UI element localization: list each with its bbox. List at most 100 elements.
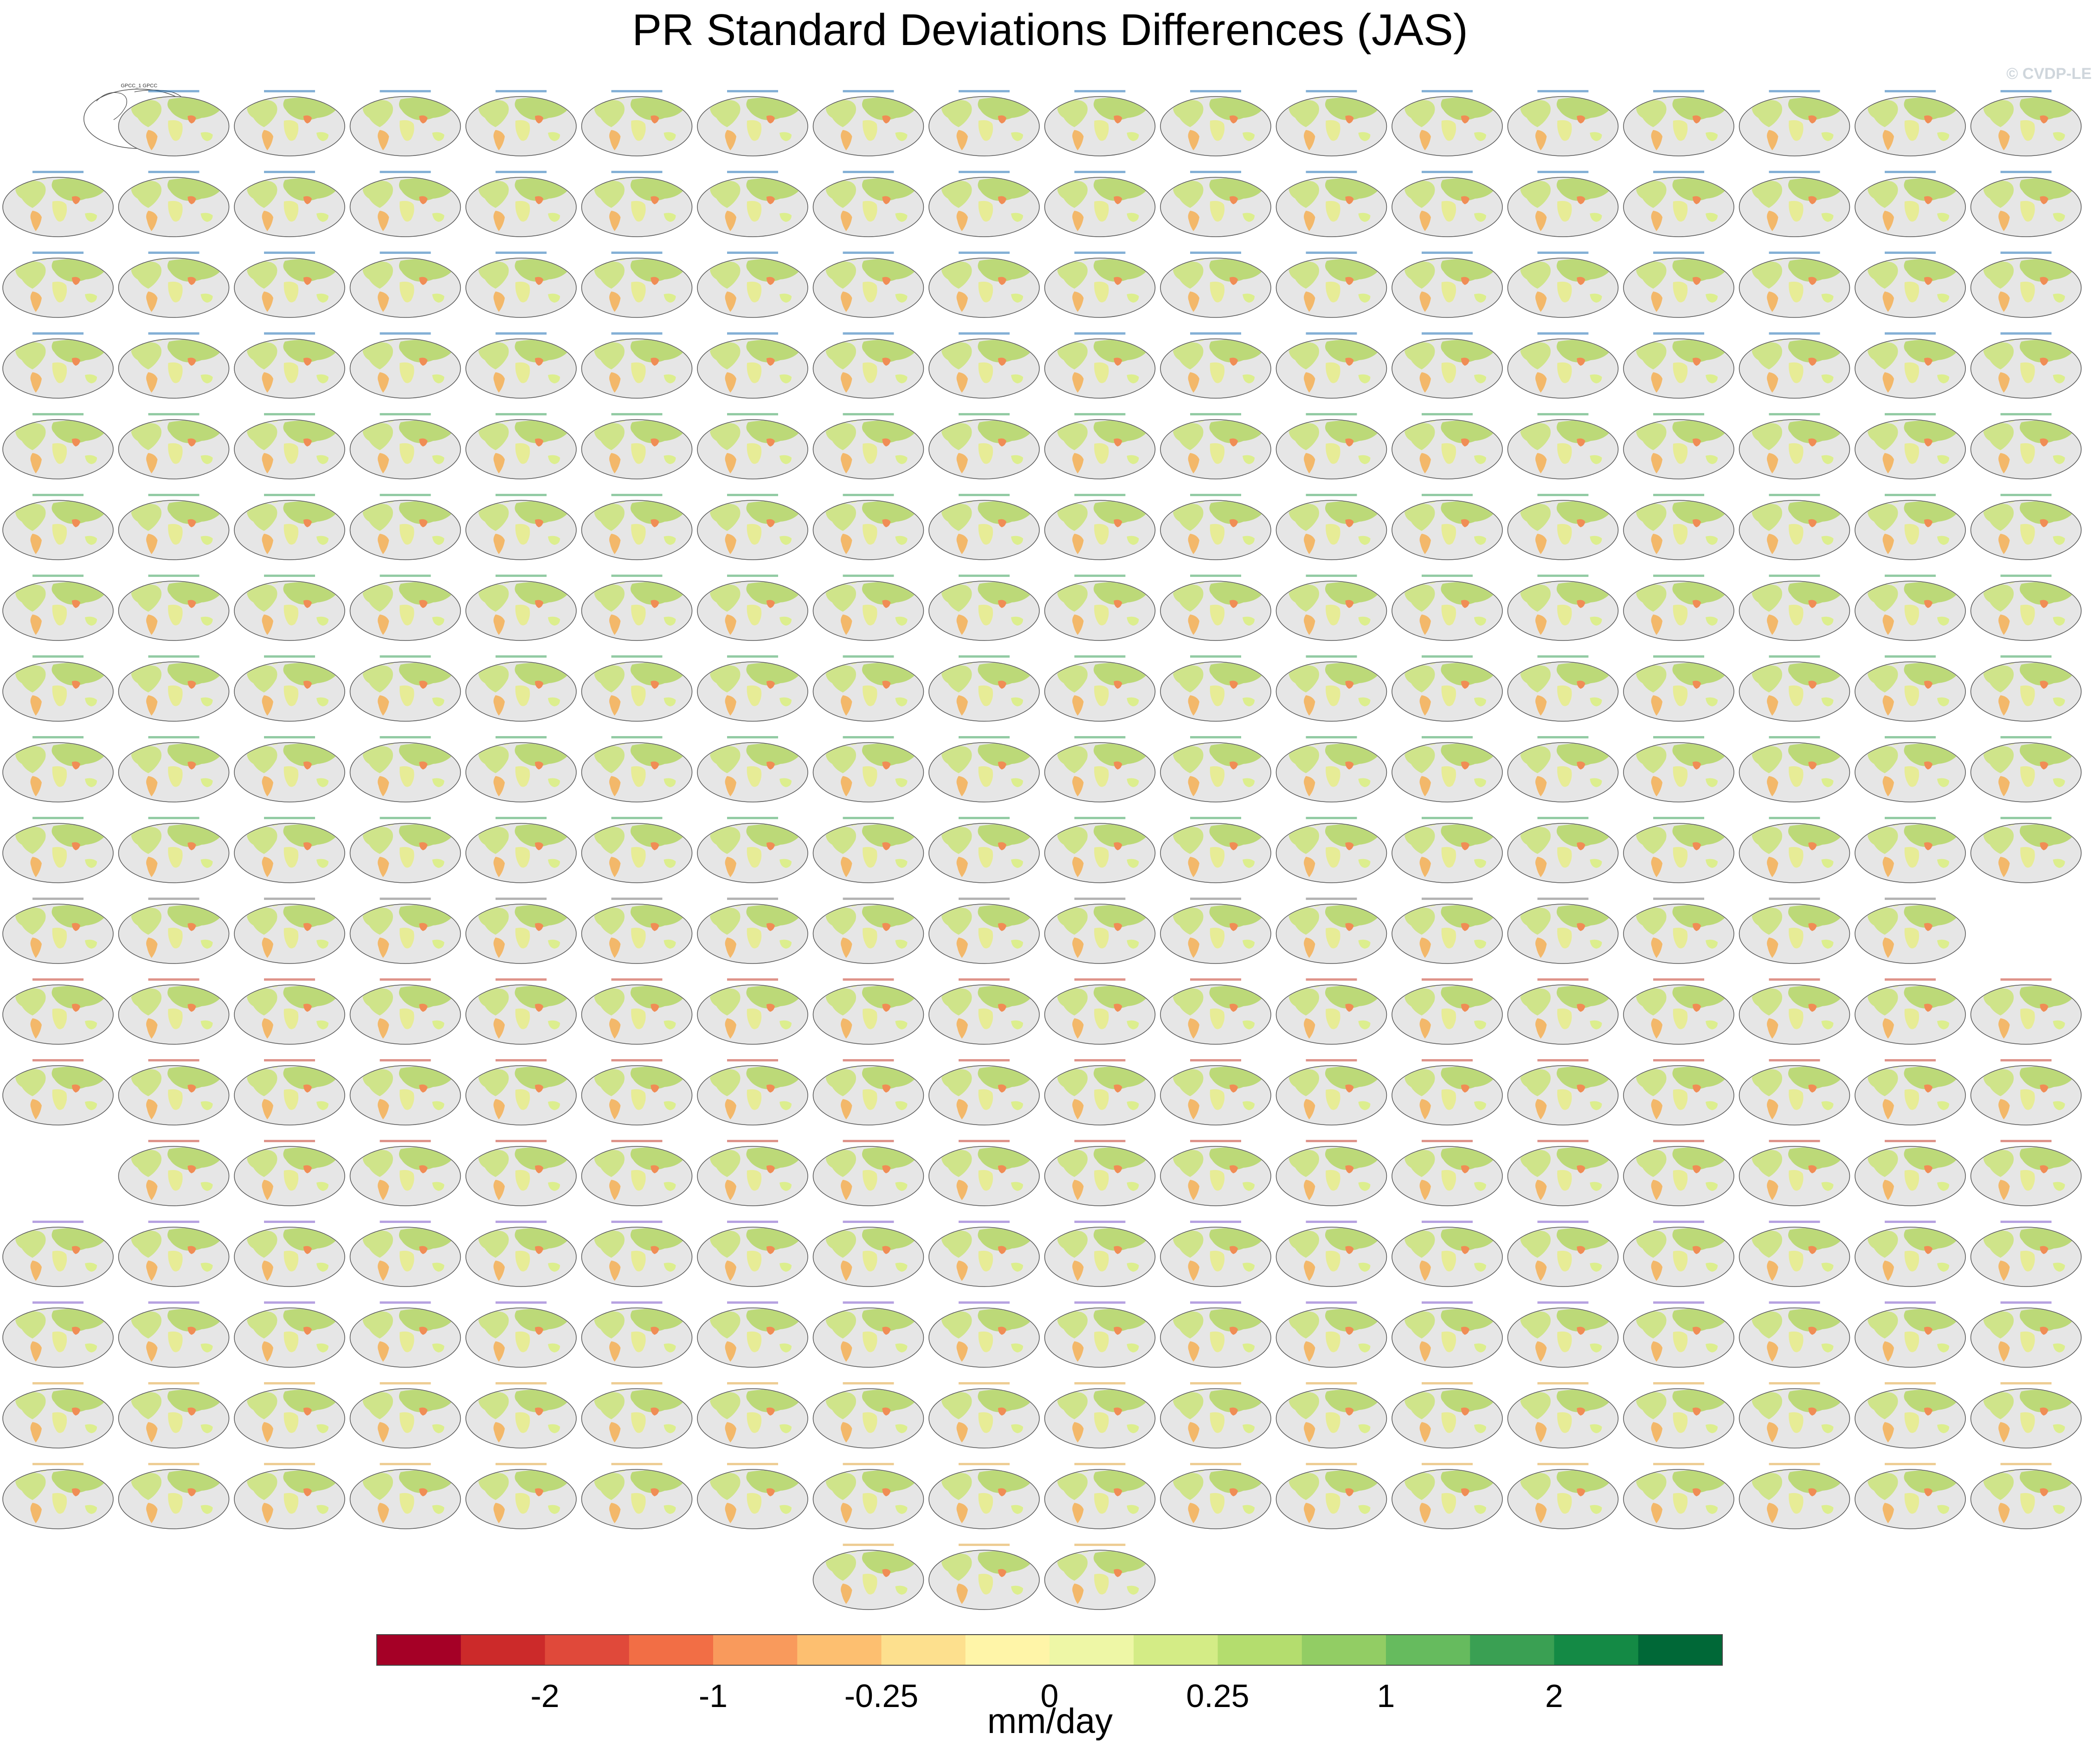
map-panel: [349, 1463, 461, 1529]
colorbar-swatch: [1050, 1635, 1134, 1665]
colorbar-swatch: [1301, 1635, 1386, 1665]
map-panel: [1623, 90, 1734, 156]
map-panel: [465, 978, 577, 1045]
panel-title-placeholder: [148, 1059, 200, 1061]
panel-title-placeholder: [959, 1140, 1010, 1142]
map-panel: [118, 978, 230, 1045]
panel-title-placeholder: [843, 1221, 894, 1223]
panel-title-placeholder: [380, 413, 431, 415]
panel-title-placeholder: [1074, 413, 1126, 415]
panel-title-placeholder: [1769, 252, 1820, 254]
panel-title-placeholder: [1074, 252, 1126, 254]
map-panel: [465, 332, 577, 399]
map-panel: [349, 494, 461, 560]
map-panel: [1970, 1140, 2082, 1206]
panel-title-placeholder: [843, 655, 894, 658]
map-panel: [1970, 171, 2082, 237]
map-panel: [465, 575, 577, 641]
map-panel: [349, 655, 461, 722]
map-panel: [1160, 413, 1271, 479]
panel-title-placeholder: [843, 90, 894, 92]
map-panel: [1507, 1221, 1619, 1287]
map-panel: [1507, 494, 1619, 560]
map-panel: [928, 1463, 1040, 1529]
panel-title-placeholder: [611, 1382, 663, 1384]
panel-title-placeholder: [727, 494, 778, 496]
map-panel: [2, 655, 114, 722]
panel-title-placeholder: [611, 655, 663, 658]
panel-title-placeholder: [727, 332, 778, 335]
panel-title-placeholder: [148, 1301, 200, 1304]
panel-title-placeholder: [264, 978, 315, 981]
panel-title-placeholder: [1074, 90, 1126, 92]
map-panel: [1044, 1382, 1156, 1449]
panel-title-placeholder: [380, 655, 431, 658]
map-panel: [1623, 898, 1734, 964]
map-panel: [1507, 655, 1619, 722]
map-panel: [1855, 1221, 1966, 1287]
panel-title-placeholder: [1422, 413, 1473, 415]
map-panel: [1044, 1221, 1156, 1287]
panel-title-placeholder: [264, 171, 315, 173]
panel-title-placeholder: [1769, 494, 1820, 496]
map-panel: [581, 1382, 693, 1449]
panel-title-placeholder: [2000, 1301, 2052, 1304]
panel-title-placeholder: [1190, 817, 1241, 819]
panel-title-placeholder: [496, 494, 547, 496]
panel-title-placeholder: [727, 1140, 778, 1142]
map-panel: [1275, 90, 1387, 156]
map-panel: [581, 898, 693, 964]
panel-title-placeholder: [496, 1221, 547, 1223]
map-panel: [1739, 736, 1850, 802]
map-panel: [1275, 171, 1387, 237]
map-panel: [1391, 171, 1503, 237]
map-panel: [581, 90, 693, 156]
map-panel: [1970, 494, 2082, 560]
panel-title-placeholder: [1537, 978, 1589, 981]
panel-title-placeholder: [611, 1059, 663, 1061]
map-panel: [1160, 252, 1271, 318]
map-panel: [1739, 1221, 1850, 1287]
panel-title-placeholder: [1422, 1382, 1473, 1384]
panel-title-placeholder: [1537, 575, 1589, 577]
colorbar-swatch: [1554, 1635, 1639, 1665]
map-panel: [928, 90, 1040, 156]
panel-title-placeholder: [1190, 1301, 1241, 1304]
map-panel: [697, 1301, 808, 1368]
panel-title-placeholder: [148, 90, 200, 92]
map-panel: [1855, 252, 1966, 318]
map-panel: [581, 1221, 693, 1287]
panel-title-placeholder: [1537, 1140, 1589, 1142]
map-panel: [118, 655, 230, 722]
panel-title-placeholder: [611, 332, 663, 335]
panel-title-placeholder: [1422, 332, 1473, 335]
map-panel: [1160, 90, 1271, 156]
panel-title-placeholder: [1422, 1140, 1473, 1142]
map-panel: [581, 1140, 693, 1206]
panel-title-placeholder: [1653, 252, 1704, 254]
panel-title-placeholder: [1306, 1221, 1357, 1223]
panel-title-placeholder: [727, 978, 778, 981]
map-panel: [1623, 978, 1734, 1045]
map-panel: [349, 1059, 461, 1125]
panel-title-placeholder: [148, 332, 200, 335]
panel-title-placeholder: [959, 1463, 1010, 1465]
map-panel: [1739, 1382, 1850, 1449]
panel-title-placeholder: [1653, 736, 1704, 738]
panel-title-placeholder: [611, 1301, 663, 1304]
map-panel: [1623, 1463, 1734, 1529]
map-panel: [1044, 1463, 1156, 1529]
panel-title-placeholder: [264, 1059, 315, 1061]
panel-title-placeholder: [1653, 332, 1704, 335]
panel-title-placeholder: [1422, 1221, 1473, 1223]
panel-title-placeholder: [1653, 1059, 1704, 1061]
map-panel: [118, 1140, 230, 1206]
map-panel: [465, 494, 577, 560]
map-panel: [234, 817, 345, 883]
panel-title-placeholder: [2000, 978, 2052, 981]
panel-title-placeholder: [1537, 1463, 1589, 1465]
panel-title-placeholder: [959, 332, 1010, 335]
map-panel: [812, 1544, 924, 1610]
panel-title-placeholder: [1074, 1544, 1126, 1546]
panel-title-placeholder: [1190, 736, 1241, 738]
